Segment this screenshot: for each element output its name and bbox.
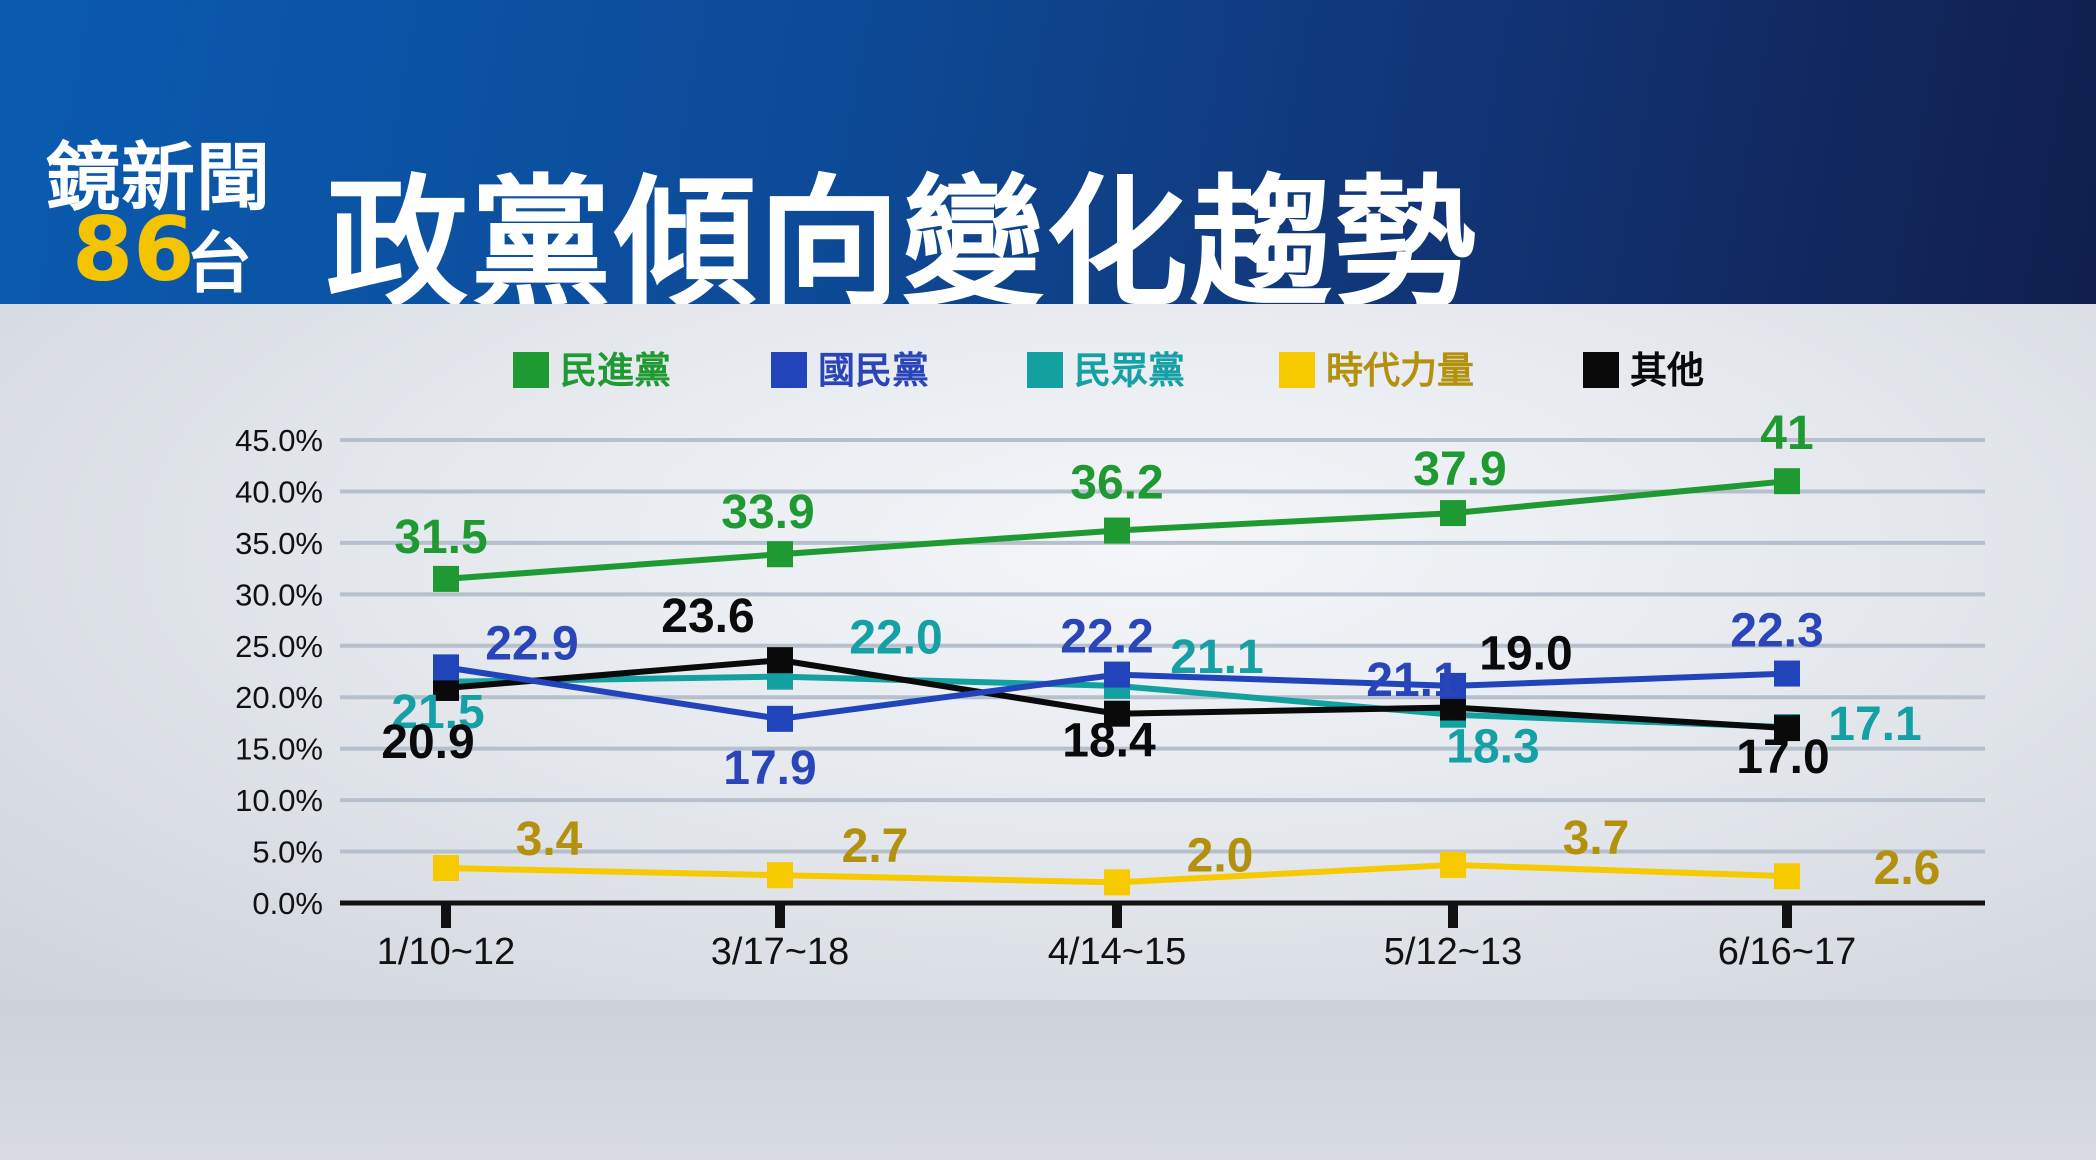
data-label: 33.9 (721, 486, 814, 539)
legend-label: 國民黨 (818, 349, 929, 392)
legend-swatch (1027, 352, 1063, 388)
legend-swatch (1279, 352, 1315, 388)
legend-label: 民進黨 (560, 349, 671, 392)
y-tick-label: 15.0% (235, 732, 323, 767)
data-point-marker (1774, 660, 1800, 687)
data-label: 2.7 (842, 820, 909, 873)
data-point-marker (1774, 468, 1800, 495)
legend-swatch (513, 352, 549, 388)
data-point-marker (1440, 672, 1466, 699)
legend-label: 其他 (1630, 349, 1704, 392)
legend-label: 時代力量 (1326, 349, 1474, 392)
data-label: 21.5 (391, 686, 484, 739)
data-label: 22.3 (1730, 605, 1823, 658)
data-point-marker (1104, 700, 1130, 727)
data-label: 21.1 (1170, 631, 1263, 684)
data-label: 22.0 (849, 612, 942, 665)
bottom-band (0, 1000, 2096, 1160)
legend-swatch (771, 352, 807, 388)
data-label: 36.2 (1070, 457, 1163, 510)
data-label: 2.0 (1187, 829, 1254, 882)
data-label: 3.7 (1563, 812, 1630, 865)
y-tick-label: 45.0% (235, 423, 323, 458)
data-point-marker (1774, 863, 1800, 890)
data-label: 18.3 (1446, 721, 1539, 774)
y-tick-label: 30.0% (235, 577, 323, 612)
data-label: 31.5 (394, 511, 487, 564)
x-tick-label: 4/14~15 (1048, 931, 1186, 973)
data-label: 22.2 (1060, 611, 1153, 664)
data-label: 17.9 (723, 742, 816, 795)
data-point-marker (767, 647, 793, 674)
data-point-marker (1104, 661, 1130, 688)
data-label: 17.0 (1736, 731, 1829, 784)
channel-logo-suffix: 台 (186, 225, 252, 302)
data-label: 18.4 (1062, 715, 1156, 768)
data-label: 21.1 (1366, 654, 1459, 707)
data-point-marker (1440, 500, 1466, 527)
data-label: 37.9 (1413, 443, 1506, 496)
data-point-marker (1104, 517, 1130, 544)
chart-title: 政黨傾向變化趨勢 (326, 161, 1478, 327)
channel-logo-name: 鏡新聞 (46, 135, 271, 221)
data-label: 23.6 (661, 590, 754, 643)
data-label: 17.1 (1828, 698, 1921, 751)
data-label: 19.0 (1479, 628, 1572, 681)
data-point-marker (433, 565, 459, 592)
y-tick-label: 0.0% (252, 886, 323, 921)
data-point-marker (433, 654, 459, 681)
data-label: 3.4 (516, 813, 583, 866)
title-banner: 鏡新聞 86 台 政黨傾向變化趨勢 (0, 0, 2096, 327)
channel-logo-number: 86 (72, 198, 195, 301)
data-point-marker (767, 705, 793, 732)
data-label: 20.9 (381, 716, 474, 769)
y-tick-label: 20.0% (235, 680, 323, 715)
data-point-marker (767, 541, 793, 568)
data-point-marker (1104, 869, 1130, 896)
y-tick-label: 25.0% (235, 629, 323, 664)
legend-swatch (1583, 352, 1619, 388)
data-point-marker (1440, 851, 1466, 878)
data-label: 41 (1760, 407, 1813, 460)
x-tick-label: 6/16~17 (1718, 931, 1856, 973)
y-tick-label: 40.0% (235, 474, 323, 509)
data-point-marker (1774, 715, 1800, 742)
data-point-marker (433, 855, 459, 882)
x-tick-label: 3/17~18 (711, 931, 849, 973)
x-tick-label: 1/10~12 (377, 931, 515, 973)
y-tick-label: 5.0% (252, 835, 323, 870)
y-tick-label: 10.0% (235, 783, 323, 818)
chart-panel (0, 304, 2096, 1000)
y-tick-label: 35.0% (235, 526, 323, 561)
data-point-marker (767, 862, 793, 889)
legend-label: 民眾黨 (1074, 349, 1185, 392)
data-label: 2.6 (1874, 842, 1941, 895)
data-label: 22.9 (485, 617, 578, 670)
x-tick-label: 5/12~13 (1384, 931, 1522, 973)
